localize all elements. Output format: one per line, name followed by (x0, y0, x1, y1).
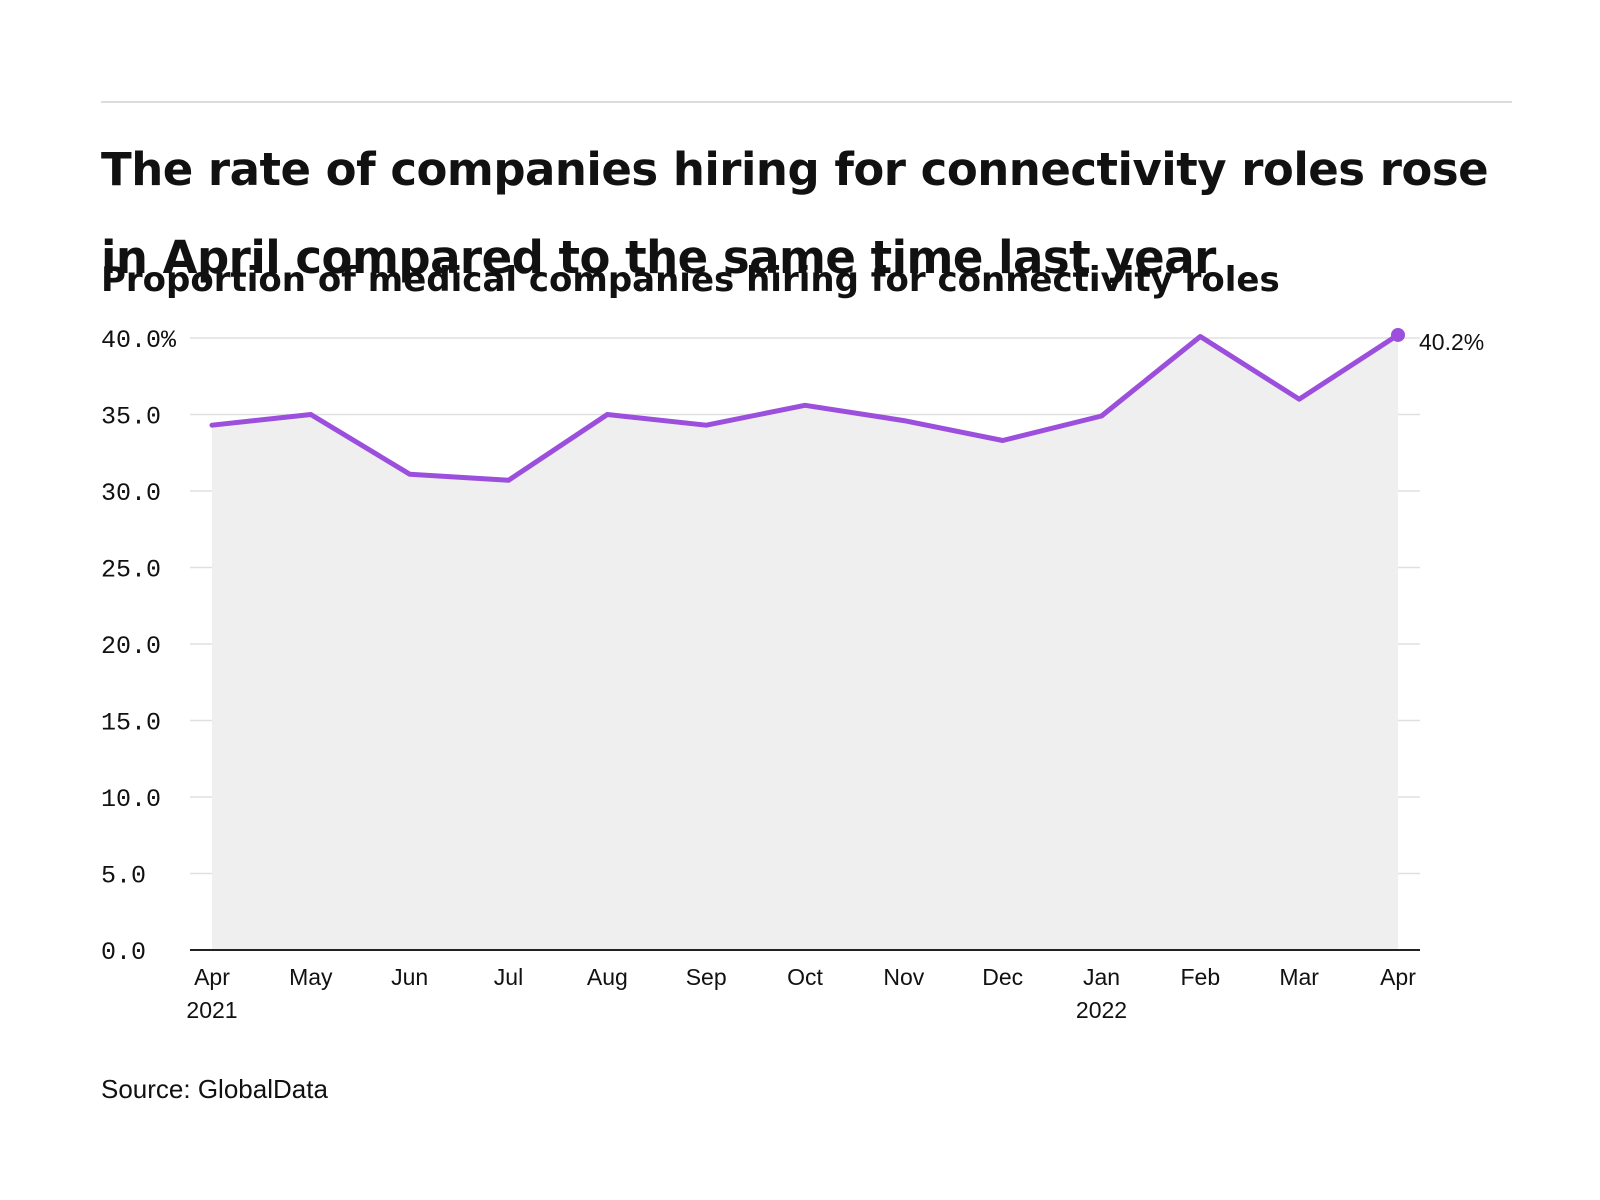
y-tick-label: 25.0 (101, 556, 161, 585)
x-tick-label: May (289, 964, 333, 990)
end-point-marker (1391, 327, 1405, 342)
y-tick-label: 40.0% (101, 326, 177, 355)
y-tick-label: 20.0 (101, 632, 161, 661)
chart-subtitle: Proportion of medical companies hiring f… (101, 260, 1280, 300)
chart-title: The rate of companies hiring for connect… (101, 143, 1489, 284)
x-tick-year-label: 2021 (186, 997, 237, 1023)
y-tick-label: 5.0 (101, 862, 146, 891)
x-tick-label: Jun (391, 964, 428, 990)
top-divider (101, 101, 1512, 103)
x-tick-labels: Apr 2021 May Jun Jul Aug Sep Oct Nov Dec Jan 2022 Fe… (186, 964, 1416, 1023)
end-value-label: 40.2% (1419, 329, 1484, 355)
x-tick-label: Nov (883, 964, 924, 990)
x-tick-label: Jan (1083, 964, 1120, 990)
x-tick-label: Apr (1380, 964, 1416, 990)
y-tick-label: 10.0 (101, 785, 161, 814)
x-tick-label: Apr (194, 964, 230, 990)
y-tick-label: 35.0 (101, 403, 161, 432)
x-tick-label: Mar (1279, 964, 1319, 990)
area-fill (212, 334, 1398, 950)
x-tick-year-label: 2022 (1076, 997, 1127, 1023)
x-tick-label: Jul (494, 964, 523, 990)
source-note: Source: GlobalData (101, 1074, 328, 1104)
x-tick-label: Aug (587, 964, 628, 990)
y-tick-label: 0.0 (101, 938, 146, 967)
y-tick-labels: 0.0 5.0 10.0 15.0 20.0 25.0 30.0 35.0 40.0% (101, 326, 177, 967)
y-tick-label: 30.0 (101, 479, 161, 508)
y-tick-label: 15.0 (101, 709, 161, 738)
x-tick-label: Sep (686, 964, 727, 990)
x-tick-label: Feb (1181, 964, 1221, 990)
series-line (209, 332, 1401, 483)
x-tick-label: Oct (787, 964, 823, 990)
x-tick-label: Dec (982, 964, 1023, 990)
